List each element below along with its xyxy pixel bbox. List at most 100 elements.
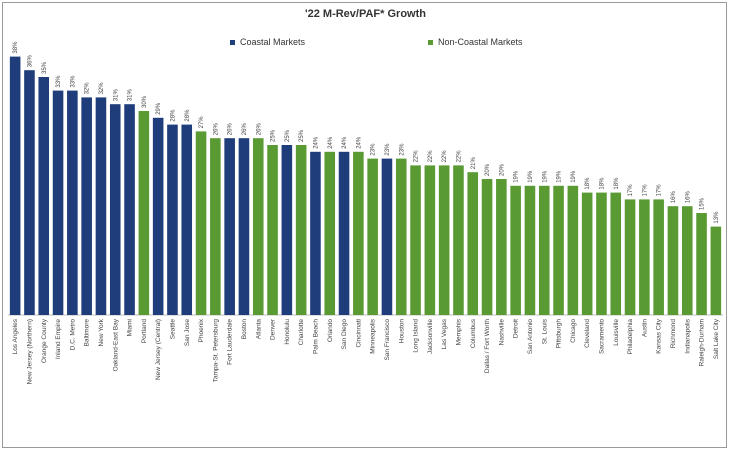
- category-label-30: Las Vegas: [441, 318, 448, 349]
- category-label-26: San Francisco: [384, 319, 391, 361]
- value-label-18: 25%: [271, 129, 277, 142]
- legend-swatch-coastal: [230, 40, 235, 46]
- category-label-14: Tampa-St. Petersburg: [212, 319, 219, 383]
- bar-7: [109, 104, 121, 315]
- bar-6: [95, 97, 107, 316]
- category-label-23: San Diego: [341, 319, 348, 350]
- bar-25: [367, 158, 378, 315]
- category-label-40: Cleveland: [584, 319, 591, 348]
- category-label-1: New Jersey (Northern): [26, 319, 33, 384]
- category-label-47: Indianapolis: [684, 318, 691, 353]
- value-label-13: 27%: [199, 116, 205, 129]
- chart-title: '22 M-Rev/PAF* Growth: [305, 8, 426, 20]
- value-label-21: 24%: [313, 136, 319, 149]
- bar-40: [581, 192, 593, 315]
- category-label-39: Chicago: [570, 319, 577, 343]
- bar-13: [195, 131, 207, 315]
- value-label-36: 19%: [528, 170, 534, 183]
- legend-swatch-noncoastal: [428, 40, 433, 46]
- category-label-25: Minneapolis: [370, 318, 377, 353]
- bar-29: [424, 165, 436, 315]
- bar-48: [696, 213, 707, 315]
- category-label-21: Palm Beach: [312, 319, 319, 354]
- value-label-17: 26%: [256, 123, 262, 136]
- bar-27: [395, 158, 407, 315]
- category-label-34: Nashville: [498, 319, 505, 346]
- bar-34: [496, 179, 507, 315]
- legend-label-noncoastal: Non-Coastal Markets: [438, 37, 523, 47]
- category-label-8: Miami: [127, 319, 134, 336]
- bar-46: [667, 206, 679, 315]
- category-label-29: Jacksonville: [427, 319, 434, 354]
- bar-35: [510, 185, 521, 315]
- value-label-35: 19%: [514, 170, 520, 183]
- value-label-4: 33%: [70, 75, 76, 88]
- value-label-22: 24%: [328, 136, 334, 149]
- category-label-16: Boston: [241, 319, 248, 340]
- bar-37: [538, 185, 550, 315]
- category-label-2: Orange County: [41, 318, 48, 363]
- category-label-46: Richmond: [670, 319, 677, 349]
- category-label-32: Columbus: [470, 318, 477, 348]
- bar-42: [610, 192, 622, 315]
- category-label-17: Atlanta: [255, 319, 262, 340]
- bar-4: [67, 90, 78, 315]
- bar-3: [52, 90, 64, 315]
- category-label-10: New Jersey (Central): [155, 319, 162, 380]
- bar-0: [9, 56, 21, 315]
- category-label-48: Raleigh-Durham: [699, 319, 706, 366]
- value-label-8: 31%: [128, 89, 134, 102]
- value-label-46: 16%: [671, 191, 677, 204]
- value-label-9: 30%: [142, 95, 148, 108]
- value-label-19: 25%: [285, 129, 291, 142]
- value-label-16: 26%: [242, 123, 248, 136]
- category-label-20: Charlotte: [298, 319, 305, 346]
- bar-23: [338, 151, 350, 315]
- value-label-32: 21%: [471, 157, 477, 170]
- value-label-27: 23%: [399, 143, 405, 156]
- bar-32: [467, 172, 479, 315]
- value-label-25: 23%: [371, 143, 377, 156]
- value-label-0: 38%: [13, 41, 19, 54]
- value-label-2: 35%: [42, 61, 48, 74]
- category-label-0: Los Angeles: [12, 318, 19, 354]
- bar-36: [524, 185, 536, 315]
- value-label-14: 26%: [213, 123, 219, 136]
- bar-49: [710, 226, 722, 315]
- bar-26: [381, 158, 393, 315]
- bar-8: [124, 104, 135, 315]
- value-label-45: 17%: [657, 184, 663, 197]
- value-label-44: 17%: [642, 184, 648, 197]
- category-label-42: Louisville: [613, 319, 620, 346]
- value-label-48: 15%: [700, 197, 706, 210]
- value-label-43: 17%: [628, 184, 634, 197]
- bar-20: [295, 145, 307, 315]
- category-label-37: St. Louis: [541, 318, 548, 344]
- bar-9: [138, 111, 150, 315]
- category-label-4: D.C. Metro: [69, 319, 76, 351]
- category-label-7: Oakland-East Bay: [112, 318, 119, 371]
- bar-43: [624, 199, 636, 315]
- bar-45: [653, 199, 664, 315]
- value-label-49: 13%: [714, 211, 720, 224]
- bar-24: [353, 151, 364, 315]
- bar-22: [324, 151, 336, 315]
- value-label-34: 20%: [499, 163, 505, 176]
- value-label-1: 36%: [27, 55, 33, 68]
- category-label-19: Honolulu: [284, 319, 291, 345]
- bar-19: [281, 145, 293, 315]
- bar-38: [553, 185, 564, 315]
- value-label-24: 24%: [356, 136, 362, 149]
- bar-14: [210, 138, 221, 315]
- bar-1: [24, 70, 35, 315]
- value-label-26: 23%: [385, 143, 391, 156]
- value-label-5: 32%: [85, 82, 91, 95]
- value-label-7: 31%: [113, 89, 119, 102]
- bar-47: [681, 206, 693, 315]
- category-label-12: San Jose: [184, 319, 191, 346]
- category-label-18: Denver: [270, 318, 277, 340]
- value-label-42: 18%: [614, 177, 620, 190]
- category-label-22: Orlando: [327, 319, 334, 343]
- bar-18: [267, 145, 278, 315]
